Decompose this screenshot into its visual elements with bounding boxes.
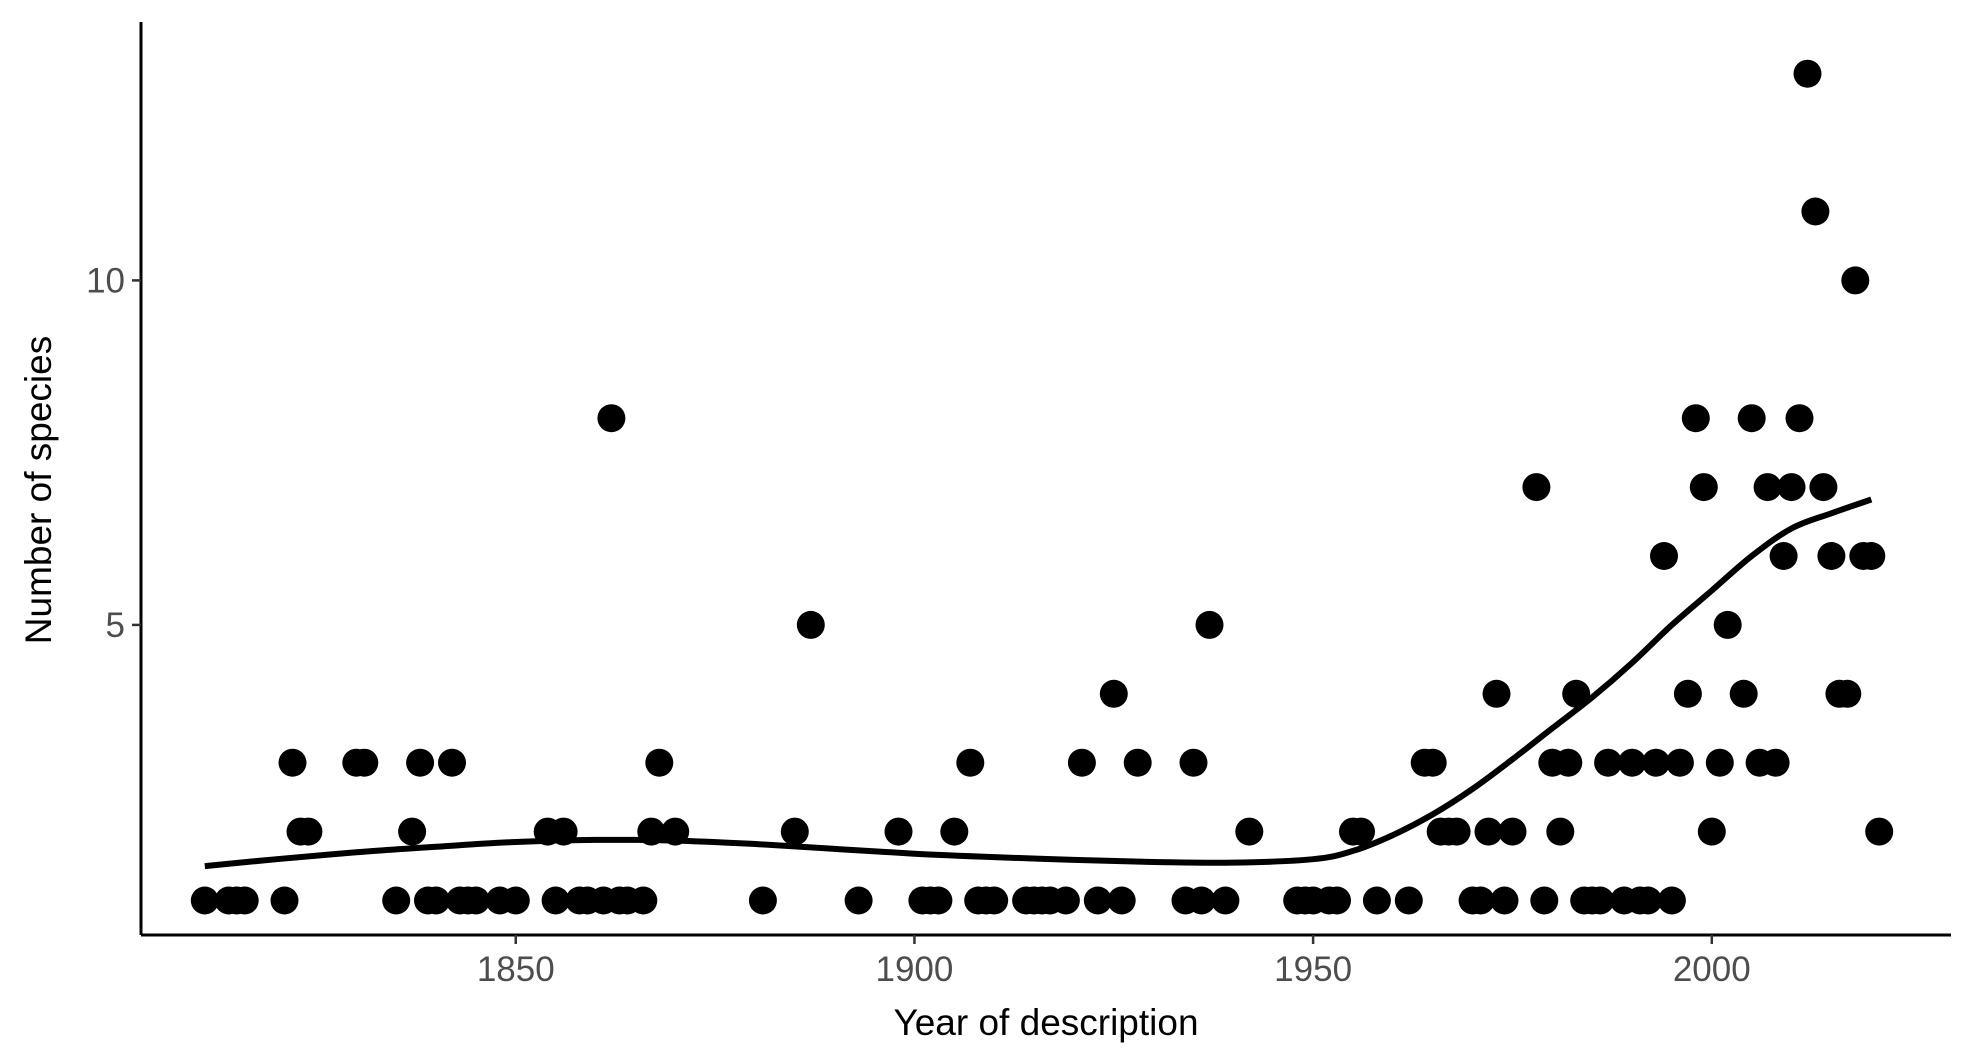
- data-point: [461, 886, 490, 915]
- data-point: [1490, 886, 1519, 915]
- data-point: [1817, 542, 1846, 570]
- y-axis-ticks: 5 10: [86, 261, 141, 645]
- data-point: [1530, 886, 1559, 915]
- data-point: [645, 748, 674, 777]
- data-point: [1833, 679, 1862, 708]
- data-point: [1657, 886, 1686, 915]
- data-point: [1697, 817, 1726, 846]
- data-point: [629, 886, 658, 915]
- data-point: [1809, 473, 1838, 502]
- x-tick-label: 1900: [875, 950, 953, 989]
- data-point: [1793, 59, 1822, 88]
- data-point: [1394, 886, 1423, 915]
- data-point: [796, 610, 825, 639]
- plot-area: 1850 1900 1950 2000 5 10: [86, 22, 1951, 989]
- data-point: [597, 404, 626, 433]
- trend-line: [204, 496, 1873, 870]
- data-point: [1729, 679, 1758, 708]
- data-point: [1689, 473, 1718, 502]
- data-point: [230, 886, 259, 915]
- y-tick-label: 10: [86, 261, 125, 300]
- data-point: [1362, 886, 1391, 915]
- data-point: [1857, 542, 1886, 570]
- data-point: [1753, 473, 1782, 502]
- data-point: [1737, 404, 1766, 433]
- x-tick-label: 2000: [1673, 950, 1751, 989]
- data-point: [398, 817, 427, 846]
- data-point: [406, 748, 435, 777]
- data-point: [1442, 817, 1471, 846]
- data-point: [1498, 817, 1527, 846]
- data-point: [270, 886, 299, 915]
- data-point: [1586, 886, 1615, 915]
- data-points: [190, 59, 1894, 915]
- x-axis-title: Year of description: [893, 1002, 1198, 1043]
- data-point: [1705, 748, 1734, 777]
- data-point: [1211, 886, 1240, 915]
- data-point: [1187, 886, 1216, 915]
- data-point: [1235, 817, 1264, 846]
- data-point: [748, 886, 777, 915]
- data-point: [1323, 886, 1351, 915]
- data-point: [1642, 748, 1670, 777]
- data-point: [541, 886, 570, 915]
- data-point: [1713, 610, 1742, 639]
- data-point: [1665, 748, 1694, 777]
- data-point: [1673, 679, 1702, 708]
- data-point: [1865, 817, 1894, 846]
- data-point: [1554, 748, 1583, 777]
- data-point: [980, 886, 1009, 915]
- y-axis-title: Number of species: [18, 336, 59, 644]
- data-point: [190, 886, 219, 915]
- data-point: [1083, 886, 1112, 915]
- data-point: [1841, 266, 1870, 295]
- data-point: [1650, 542, 1678, 570]
- data-point: [294, 817, 323, 846]
- x-tick-label: 1850: [477, 950, 555, 989]
- data-point: [422, 886, 450, 915]
- data-point: [956, 748, 985, 777]
- data-point: [1067, 748, 1096, 777]
- data-point: [1418, 748, 1447, 777]
- x-axis-ticks: 1850 1900 1950 2000: [477, 935, 1751, 989]
- data-point: [780, 817, 809, 846]
- data-point: [1634, 886, 1662, 915]
- y-tick-label: 5: [106, 606, 125, 645]
- data-point: [350, 748, 379, 777]
- data-point: [1594, 748, 1623, 777]
- data-point: [1179, 748, 1208, 777]
- data-point: [1522, 473, 1551, 502]
- data-point: [884, 817, 913, 846]
- data-point: [1195, 610, 1224, 639]
- data-point: [1681, 404, 1710, 433]
- data-point: [1761, 748, 1790, 777]
- data-point: [438, 748, 466, 777]
- data-point: [1123, 748, 1152, 777]
- data-point: [1769, 542, 1798, 570]
- data-point: [1099, 679, 1128, 708]
- data-point: [1107, 886, 1136, 915]
- data-point: [1347, 817, 1375, 846]
- data-point: [501, 886, 530, 915]
- data-point: [1546, 817, 1575, 846]
- data-point: [940, 817, 969, 846]
- data-point: [278, 748, 307, 777]
- data-point: [1474, 817, 1503, 846]
- data-point: [1482, 679, 1511, 708]
- data-point: [1051, 886, 1080, 915]
- data-point: [1618, 748, 1647, 777]
- data-point: [844, 886, 873, 915]
- data-point: [1777, 473, 1806, 502]
- data-point: [382, 886, 411, 915]
- data-point: [1466, 886, 1495, 915]
- x-tick-label: 1950: [1274, 950, 1352, 989]
- data-point: [924, 886, 953, 915]
- data-point: [1785, 404, 1814, 433]
- data-point: [1801, 197, 1830, 226]
